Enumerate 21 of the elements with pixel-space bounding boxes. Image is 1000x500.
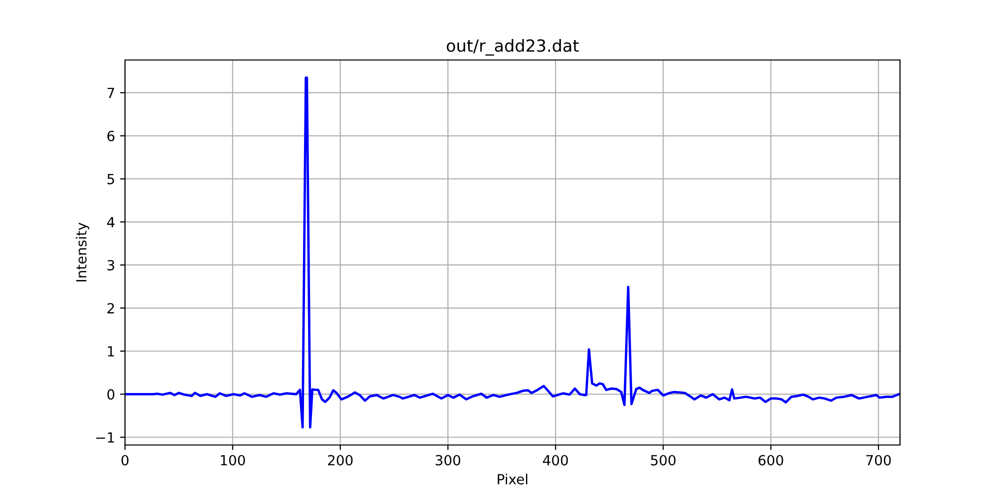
chart-title: out/r_add23.dat (446, 39, 579, 56)
x-tick-label: 300 (436, 454, 460, 466)
x-tick-label: 500 (651, 454, 676, 466)
y-axis-title: Intensity (76, 222, 90, 282)
y-tick-label: −1 (96, 432, 114, 443)
x-tick-label: 600 (758, 454, 784, 466)
y-tick-label: 6 (107, 130, 114, 142)
x-tick-label: 400 (542, 454, 568, 466)
x-tick-label: 200 (328, 454, 353, 466)
y-tick-label: 4 (107, 217, 114, 228)
y-tick-label: 7 (108, 88, 114, 98)
y-tick-label: 5 (108, 174, 114, 184)
y-tick-label: 1 (108, 346, 114, 356)
x-tick-label: 100 (220, 454, 245, 466)
y-tick-label: 0 (107, 389, 114, 400)
line-series (125, 76, 900, 429)
y-tick-label: 3 (108, 260, 114, 270)
x-tick-label: 700 (866, 454, 891, 466)
x-axis-title: Pixel (498, 474, 528, 484)
x-tick-label: 0 (121, 454, 128, 466)
y-tick-label: 2 (107, 303, 114, 314)
